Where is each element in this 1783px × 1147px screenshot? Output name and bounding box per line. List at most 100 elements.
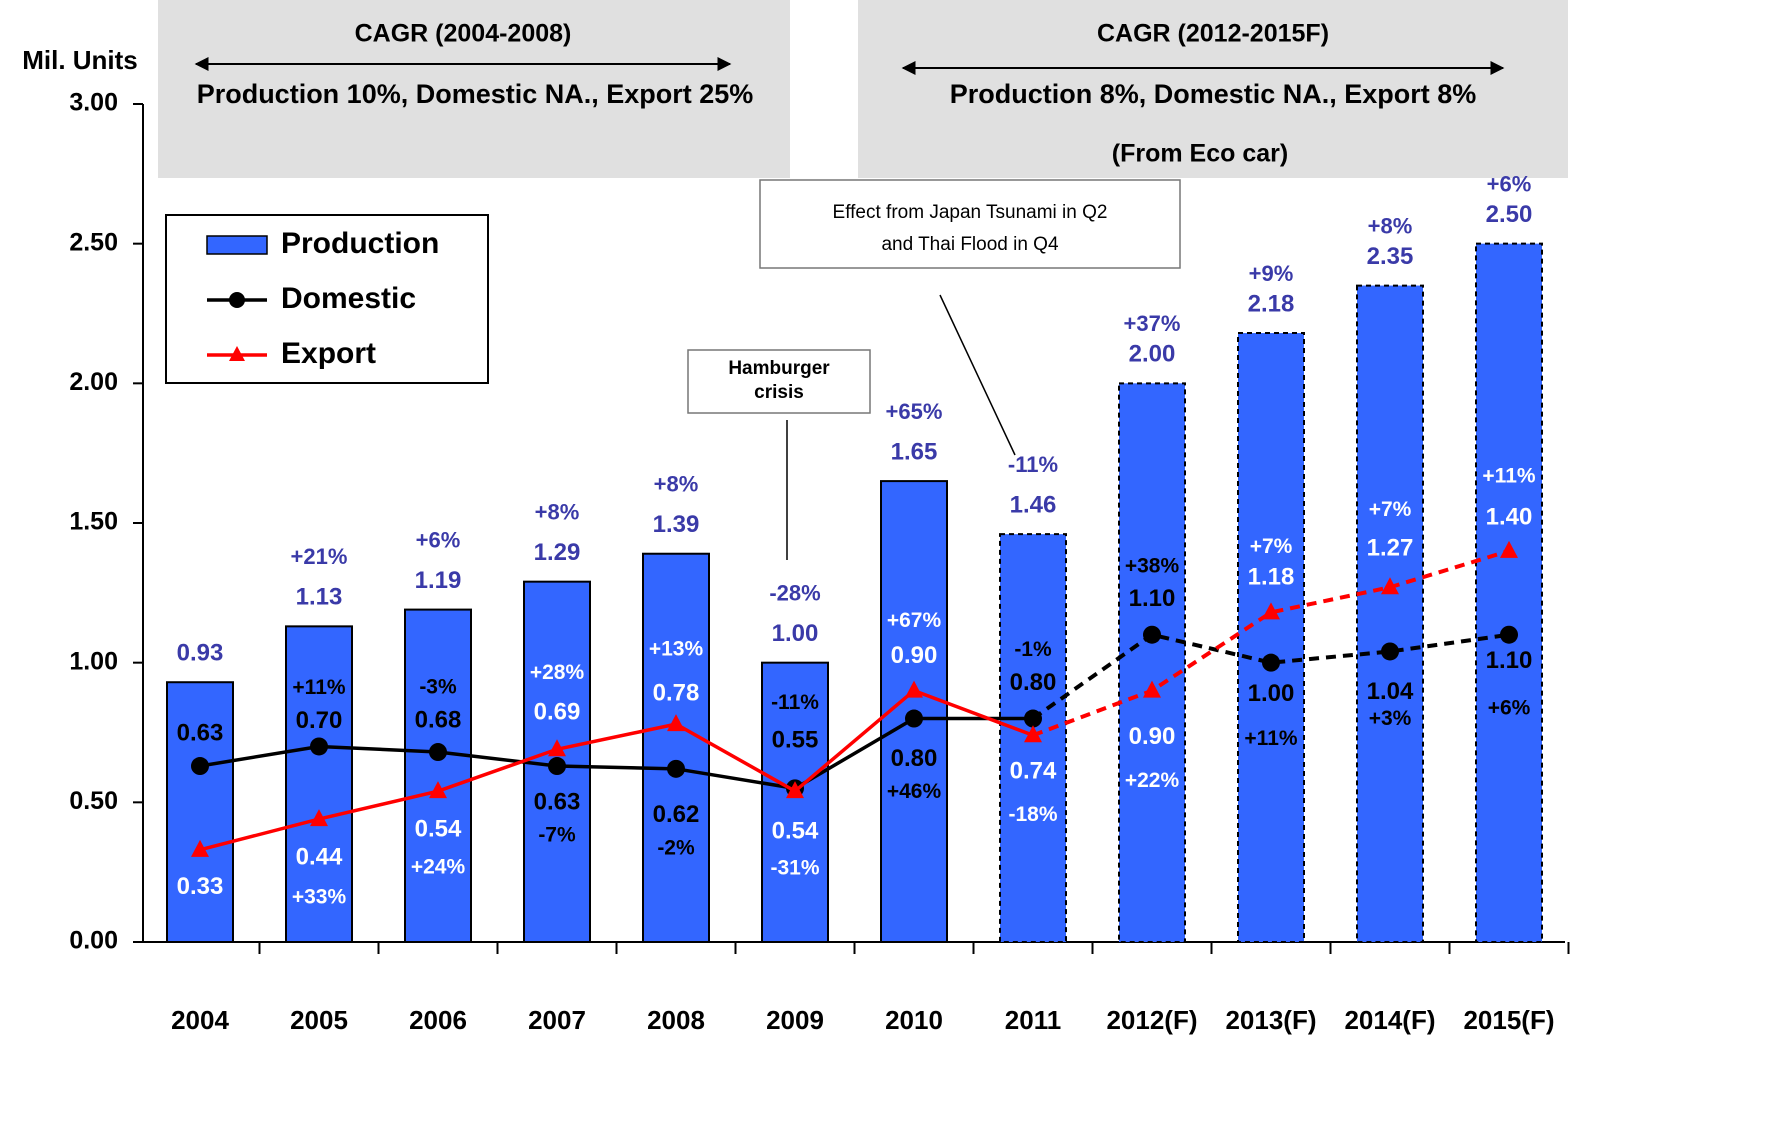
y-tick-label: 2.50 <box>69 228 118 256</box>
x-tick-label: 2008 <box>647 1005 705 1035</box>
marker <box>1381 642 1399 661</box>
growth-label: -11% <box>1008 452 1058 477</box>
data-label: 1.40 <box>1486 503 1533 530</box>
bar <box>761 661 829 944</box>
growth-label: +38% <box>1125 554 1180 577</box>
growth-label: +11% <box>1244 727 1297 750</box>
cagr-text: Production 10%, Domestic NA., Export 25% <box>197 79 754 109</box>
y-axis-label: Mil. Units <box>22 45 138 75</box>
data-label: 0.69 <box>534 699 581 726</box>
y-tick-label: 2.00 <box>69 368 118 396</box>
bar <box>404 608 472 943</box>
x-tick-label: 2010 <box>885 1005 943 1035</box>
growth-label: -31% <box>770 857 819 880</box>
data-label: 0.78 <box>653 679 700 706</box>
x-tick-label: 2006 <box>409 1005 467 1035</box>
growth-label: -11% <box>771 691 819 714</box>
growth-label: +28% <box>530 661 585 684</box>
cagr-title: CAGR (2004-2008) <box>355 20 572 48</box>
data-label: 1.18 <box>1248 564 1295 591</box>
growth-label: -2% <box>657 836 695 859</box>
annotation-text: Hamburger <box>728 358 830 379</box>
annotation-text: and Thai Flood in Q4 <box>881 234 1059 255</box>
data-label: 0.90 <box>891 642 938 669</box>
growth-label: +65% <box>886 399 943 424</box>
bar <box>285 625 353 943</box>
growth-label: -1% <box>1014 638 1052 661</box>
growth-label: +37% <box>1124 311 1181 336</box>
growth-label: +46% <box>887 780 942 803</box>
growth-label: +8% <box>1368 213 1413 238</box>
marker <box>1262 653 1280 672</box>
x-tick-label: 2011 <box>1005 1005 1061 1035</box>
data-label: 0.44 <box>296 843 343 870</box>
marker <box>429 781 447 799</box>
data-label: 0.62 <box>653 801 700 828</box>
data-label: 1.10 <box>1486 647 1533 674</box>
legend-swatch <box>229 292 245 308</box>
y-tick-label: 3.00 <box>69 89 118 117</box>
data-label: 0.54 <box>772 818 819 845</box>
data-label: 1.29 <box>534 539 581 566</box>
growth-label: +6% <box>1487 171 1532 196</box>
x-tick-label: 2014(F) <box>1344 1005 1435 1035</box>
cagr-text: Production 8%, Domestic NA., Export 8% <box>950 79 1477 109</box>
marker <box>667 714 685 732</box>
marker <box>191 757 209 776</box>
annotation-box <box>759 179 1181 269</box>
annotation-text: crisis <box>754 382 804 403</box>
marker <box>310 737 328 756</box>
line <box>199 688 1034 852</box>
data-label: 0.90 <box>1129 723 1176 750</box>
y-tick-label: 1.00 <box>69 647 118 675</box>
data-label: 0.70 <box>296 707 343 734</box>
data-label: 1.39 <box>653 511 700 538</box>
line <box>1032 549 1510 738</box>
marker <box>1381 577 1399 595</box>
growth-label: +11% <box>292 676 345 699</box>
data-label: 0.80 <box>891 745 938 772</box>
annotation-box <box>687 349 871 414</box>
marker <box>1500 540 1518 558</box>
data-label: 0.63 <box>177 719 224 746</box>
data-label: 1.27 <box>1367 535 1414 562</box>
line <box>1031 632 1510 721</box>
y-tick-label: 0.50 <box>69 787 118 815</box>
data-label: 1.19 <box>415 567 462 594</box>
marker <box>1500 625 1518 644</box>
growth-label: +6% <box>416 527 461 552</box>
growth-label: +7% <box>1369 498 1412 521</box>
marker <box>786 781 804 799</box>
annotation-text: Effect from Japan Tsunami in Q2 <box>833 202 1108 223</box>
cagr-note: (From Eco car) <box>1112 140 1288 168</box>
data-label: 0.55 <box>772 727 819 754</box>
growth-label: +21% <box>291 544 348 569</box>
legend-label: Domestic <box>281 282 416 315</box>
growth-label: +33% <box>292 886 347 909</box>
data-label: 0.63 <box>534 788 581 815</box>
data-label: 2.35 <box>1367 243 1414 270</box>
marker <box>191 839 209 857</box>
bar <box>1118 382 1186 944</box>
growth-label: +22% <box>1125 769 1180 792</box>
marker <box>1143 680 1161 698</box>
data-label: 1.10 <box>1129 585 1176 612</box>
data-label: 0.93 <box>177 640 224 667</box>
y-tick-label: 0.00 <box>69 927 118 955</box>
data-label: 1.65 <box>891 438 938 465</box>
growth-label: -7% <box>538 824 576 847</box>
growth-label: +11% <box>1482 464 1535 487</box>
bar <box>1475 242 1543 943</box>
bar <box>1356 284 1424 944</box>
marker <box>1143 625 1161 644</box>
marker <box>310 809 328 827</box>
marker <box>667 759 685 778</box>
bar <box>642 552 710 944</box>
legend-swatch <box>229 346 245 361</box>
bar <box>1237 332 1305 943</box>
data-label: 0.80 <box>1010 669 1057 696</box>
line <box>199 716 1033 791</box>
growth-label: +13% <box>649 638 704 661</box>
marker <box>905 709 923 728</box>
x-tick-label: 2009 <box>766 1005 824 1035</box>
